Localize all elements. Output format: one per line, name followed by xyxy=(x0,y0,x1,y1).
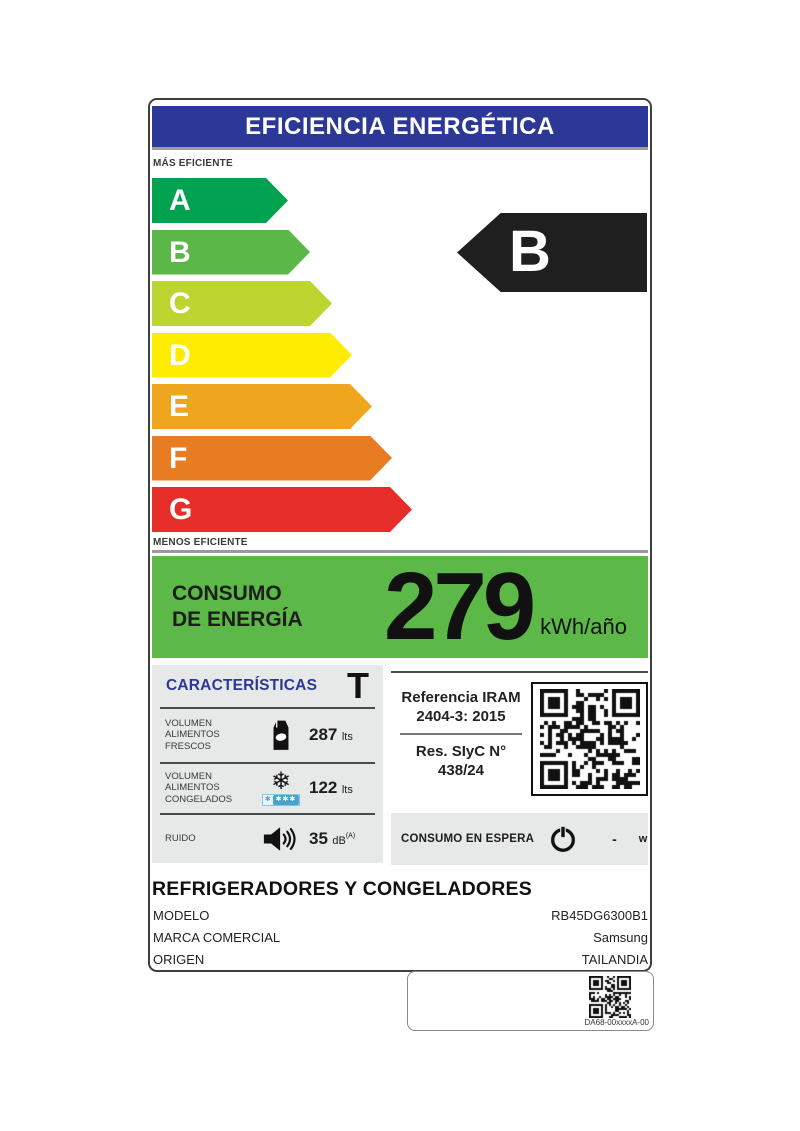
frozen-volume-value: 122 lts xyxy=(309,778,353,797)
qr-code xyxy=(531,682,648,796)
less-efficient-label: MENOS EFICIENTE xyxy=(153,537,248,548)
rating-arrow-g: G xyxy=(152,487,412,532)
energy-consumption-band: CONSUMO DE ENERGÍA 279 kWh/año xyxy=(152,556,648,658)
product-row-marca: MARCA COMERCIAL Samsung xyxy=(153,930,648,945)
product-row-origen: ORIGEN TAILANDIA xyxy=(153,952,648,967)
noise-row: RUIDO 35 dB(A) xyxy=(152,815,383,863)
characteristics-title: CARACTERÍSTICAS xyxy=(166,677,318,694)
product-category: REFRIGERADORES Y CONGELADORES xyxy=(152,878,532,900)
part-code-sticker: DA68-00xxxxA-00 xyxy=(407,971,654,1031)
frozen-volume-row: VOLUMEN ALIMENTOS CONGELADOS ❄ ✱ ✱✱✱ 122 … xyxy=(165,767,353,806)
more-efficient-label: MÁS EFICIENTE xyxy=(153,158,233,169)
current-rating-arrow: B xyxy=(457,213,647,292)
divider-rule xyxy=(152,550,648,553)
rating-arrow-d: D xyxy=(152,333,352,378)
divider-line xyxy=(160,813,375,815)
consumption-value: 279 xyxy=(384,553,536,660)
part-code-text: DA68-00xxxxA-00 xyxy=(584,1018,649,1027)
fresh-volume-value: 287 lts xyxy=(309,725,353,744)
product-row-modelo: MODELO RB45DG6300B1 xyxy=(153,908,648,923)
standby-row: CONSUMO EN ESPERA - w xyxy=(391,813,648,865)
rating-arrow-e: E xyxy=(152,384,372,429)
speaker-icon xyxy=(253,825,309,853)
snowflake-icon: ❄ ✱ ✱✱✱ xyxy=(253,769,309,806)
divider-line xyxy=(391,671,648,673)
rating-arrow-b: B xyxy=(152,230,310,275)
freezer-stars-icon: ✱ ✱✱✱ xyxy=(261,793,301,806)
standby-unit: w xyxy=(638,833,648,845)
consumption-label: CONSUMO DE ENERGÍA xyxy=(172,582,303,631)
standby-value: - xyxy=(612,831,617,847)
divider-line xyxy=(160,762,375,764)
divider-line xyxy=(160,707,375,709)
standby-label: CONSUMO EN ESPERA xyxy=(401,833,535,845)
power-icon xyxy=(548,824,578,854)
rating-arrow-f: F xyxy=(152,436,392,481)
iram-reference: Referencia IRAM 2404-3: 2015 Res. SIyC N… xyxy=(400,689,522,779)
rating-arrow-a: A xyxy=(152,178,288,223)
part-code-qr xyxy=(589,976,631,1018)
milk-carton-icon xyxy=(253,719,309,751)
consumption-unit: kWh/año xyxy=(540,614,627,639)
characteristics-panel: CARACTERÍSTICAS T VOLUMEN ALIMENTOS FRES… xyxy=(152,665,383,863)
divider-line xyxy=(400,733,522,735)
rating-arrow-c: C xyxy=(152,281,332,326)
climate-class: T xyxy=(347,665,369,706)
label-title: EFICIENCIA ENERGÉTICA xyxy=(152,106,648,150)
noise-value: 35 dB(A) xyxy=(309,829,356,848)
fresh-volume-row: VOLUMEN ALIMENTOS FRESCOS 287 lts xyxy=(165,717,353,752)
